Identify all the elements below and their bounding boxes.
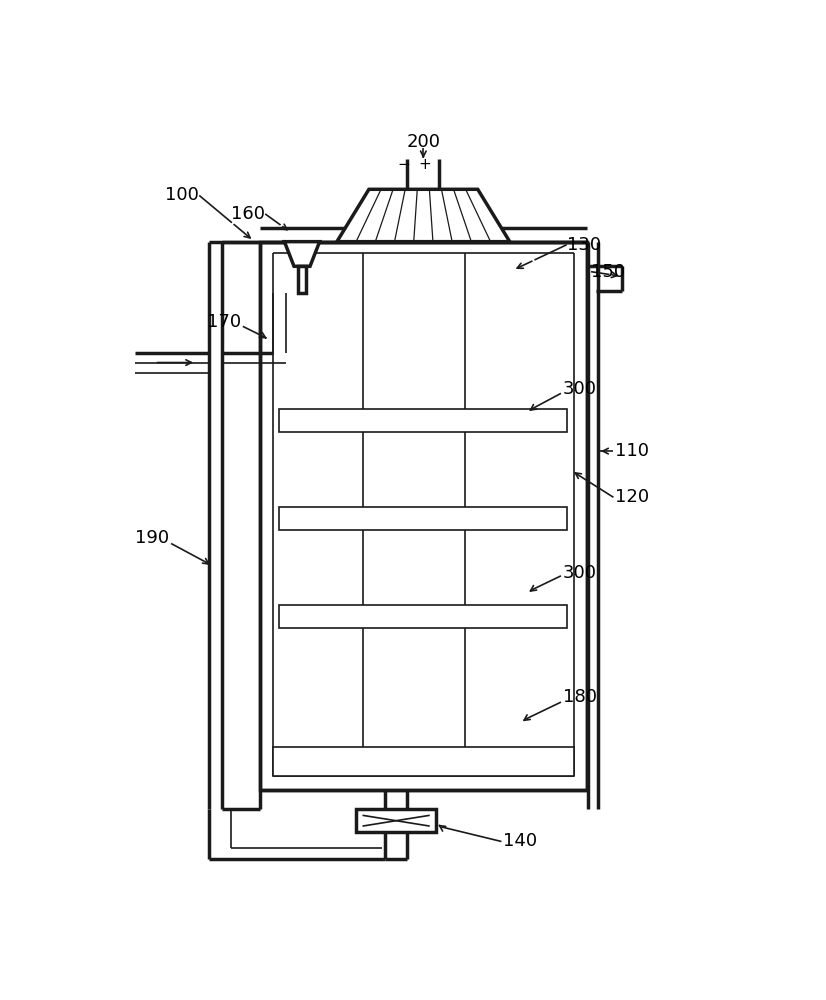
Polygon shape bbox=[284, 242, 320, 266]
Text: 160: 160 bbox=[231, 205, 265, 223]
Bar bbox=[279, 507, 567, 530]
Bar bbox=[260, 242, 586, 790]
Bar bbox=[273, 747, 574, 776]
Bar bbox=[356, 809, 436, 832]
Text: 150: 150 bbox=[591, 263, 625, 281]
Polygon shape bbox=[337, 189, 510, 242]
Text: 140: 140 bbox=[503, 832, 538, 850]
Text: 120: 120 bbox=[615, 488, 649, 506]
Text: 300: 300 bbox=[563, 380, 597, 398]
Text: 180: 180 bbox=[563, 688, 597, 706]
Text: 190: 190 bbox=[135, 529, 169, 547]
Bar bbox=[279, 605, 567, 628]
Text: 110: 110 bbox=[615, 442, 649, 460]
Text: 200: 200 bbox=[406, 133, 440, 151]
Bar bbox=[298, 266, 306, 293]
Text: 130: 130 bbox=[567, 236, 601, 254]
Text: 100: 100 bbox=[165, 186, 199, 204]
Bar bbox=[279, 409, 567, 432]
Text: −: − bbox=[398, 157, 411, 172]
Text: 300: 300 bbox=[563, 564, 597, 582]
Text: +: + bbox=[418, 157, 431, 172]
Text: 170: 170 bbox=[206, 313, 241, 331]
